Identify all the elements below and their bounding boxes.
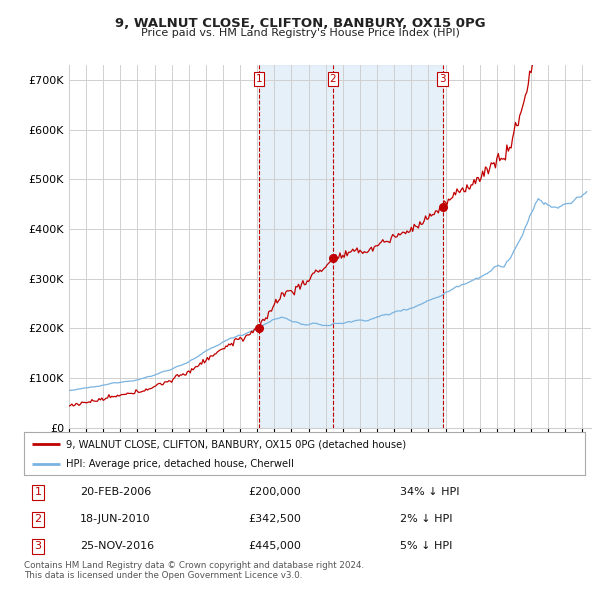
Text: Price paid vs. HM Land Registry's House Price Index (HPI): Price paid vs. HM Land Registry's House … [140, 28, 460, 38]
Text: 1: 1 [35, 487, 41, 497]
Text: 2% ↓ HPI: 2% ↓ HPI [400, 514, 452, 525]
Text: 9, WALNUT CLOSE, CLIFTON, BANBURY, OX15 0PG (detached house): 9, WALNUT CLOSE, CLIFTON, BANBURY, OX15 … [66, 440, 406, 450]
Text: £200,000: £200,000 [248, 487, 301, 497]
Text: 3: 3 [35, 542, 41, 552]
Text: 25-NOV-2016: 25-NOV-2016 [80, 542, 154, 552]
Text: Contains HM Land Registry data © Crown copyright and database right 2024.
This d: Contains HM Land Registry data © Crown c… [24, 560, 364, 580]
Text: 18-JUN-2010: 18-JUN-2010 [80, 514, 151, 525]
Text: 2: 2 [329, 74, 336, 84]
Text: £342,500: £342,500 [248, 514, 301, 525]
Text: 2: 2 [34, 514, 41, 525]
Text: 20-FEB-2006: 20-FEB-2006 [80, 487, 151, 497]
Bar [259, 65, 443, 428]
Text: 5% ↓ HPI: 5% ↓ HPI [400, 542, 452, 552]
Text: 3: 3 [439, 74, 446, 84]
Text: 1: 1 [256, 74, 262, 84]
Text: £445,000: £445,000 [248, 542, 301, 552]
Text: 9, WALNUT CLOSE, CLIFTON, BANBURY, OX15 0PG: 9, WALNUT CLOSE, CLIFTON, BANBURY, OX15 … [115, 17, 485, 30]
Text: 34% ↓ HPI: 34% ↓ HPI [400, 487, 460, 497]
Text: HPI: Average price, detached house, Cherwell: HPI: Average price, detached house, Cher… [66, 460, 294, 469]
